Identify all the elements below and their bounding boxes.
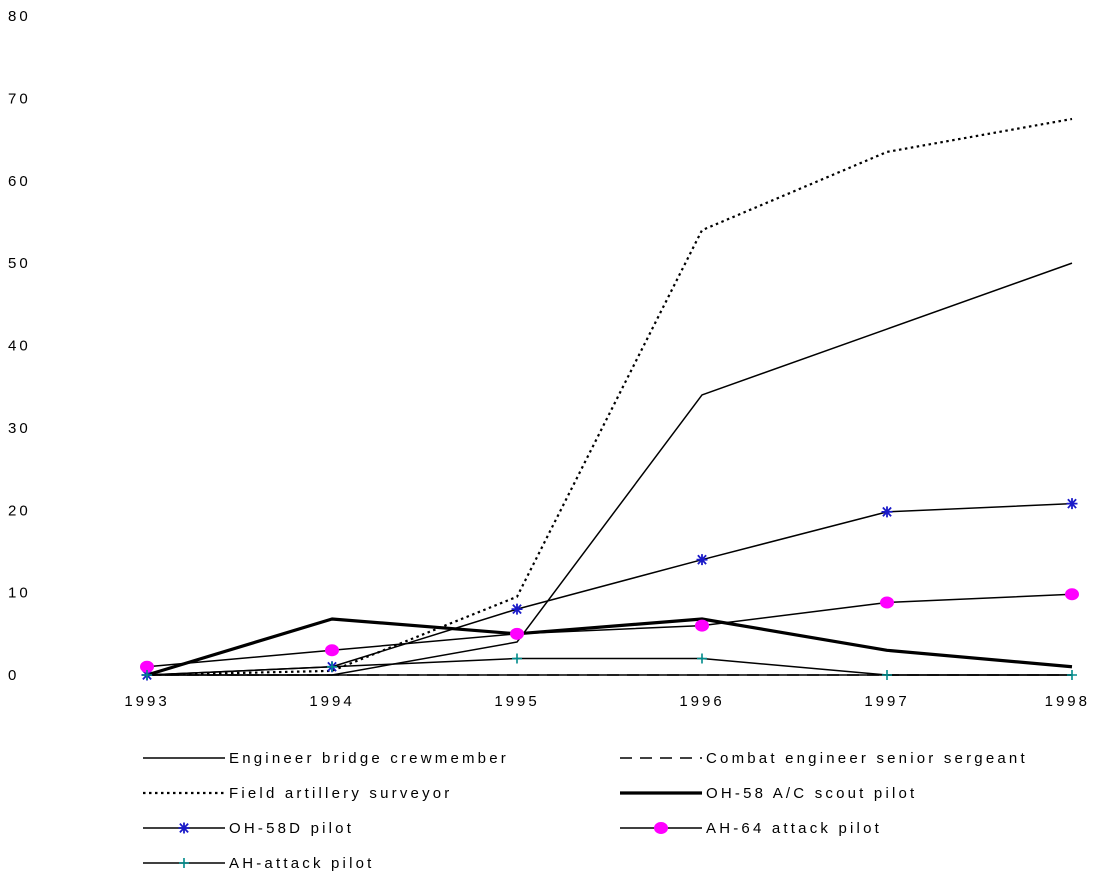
data-point-marker	[880, 596, 894, 609]
legend-label: Engineer bridge crewmember	[229, 750, 509, 767]
series-line	[146, 502, 1073, 676]
y-tick-label: 30	[8, 420, 31, 437]
x-tick-label: 1998	[1045, 693, 1090, 710]
legend-label: OH-58D pilot	[229, 820, 354, 837]
legend-item: Field artillery surveyor	[143, 785, 453, 802]
x-tick-label: 1997	[864, 693, 909, 710]
data-point-marker	[881, 506, 893, 518]
legend-label: AH-64 attack pilot	[706, 820, 882, 837]
y-tick-label: 20	[8, 502, 31, 519]
y-tick-label: 10	[8, 585, 31, 602]
legend-label: Combat engineer senior sergeant	[706, 750, 1028, 767]
legend: Engineer bridge crewmember Combat enginee…	[143, 750, 1028, 871]
legend-marker	[178, 822, 190, 834]
series-ah-64-attack-pilot	[140, 588, 1079, 673]
series-line	[146, 593, 1073, 668]
data-point-marker	[882, 670, 892, 680]
legend-item: AH-64 attack pilot	[620, 820, 882, 837]
y-tick-label: 50	[8, 255, 31, 272]
series-line	[147, 262, 1073, 676]
y-tick-label: 70	[8, 90, 31, 107]
series-field-artillery-surveyor	[146, 117, 1073, 677]
x-tick-label: 1994	[309, 693, 354, 710]
y-tick-label: 80	[8, 8, 31, 25]
data-point-marker	[1067, 670, 1077, 680]
series-ah-attack-pilot	[142, 653, 1077, 680]
data-point-marker	[325, 644, 339, 657]
y-tick-label: 60	[8, 173, 31, 190]
data-point-marker	[1066, 498, 1078, 510]
legend-marker	[654, 822, 668, 834]
legend-item: OH-58 A/C scout pilot	[620, 785, 917, 802]
data-point-marker	[512, 653, 522, 664]
legend-label: OH-58 A/C scout pilot	[706, 785, 917, 802]
x-tick-label: 1996	[679, 693, 724, 710]
y-axis-tick-labels: 0 10 20 30 40 50 60 70 80	[8, 8, 31, 684]
series-line	[146, 117, 1073, 677]
legend-item: Engineer bridge crewmember	[143, 750, 509, 767]
legend-label: AH-attack pilot	[229, 855, 375, 871]
data-point-marker	[511, 603, 523, 615]
series-engineer-bridge-crewmember	[147, 262, 1073, 676]
y-tick-label: 40	[8, 338, 31, 355]
data-point-marker	[142, 670, 152, 680]
series-line	[146, 657, 1072, 676]
y-tick-label: 0	[8, 667, 19, 684]
series-group	[140, 117, 1079, 681]
series-line	[146, 617, 1073, 677]
series-oh-58-a-c-scout-pilot	[146, 617, 1073, 677]
legend-item: OH-58D pilot	[143, 820, 354, 837]
x-axis-tick-labels: 1993 1994 1995 1996 1997 1998	[124, 693, 1090, 710]
data-point-marker	[327, 661, 337, 672]
legend-item: AH-attack pilot	[143, 855, 375, 871]
data-point-marker	[697, 653, 707, 664]
x-tick-label: 1993	[124, 693, 169, 710]
data-point-marker	[696, 554, 708, 566]
legend-item: Combat engineer senior sergeant	[620, 750, 1028, 767]
legend-label: Field artillery surveyor	[229, 785, 453, 802]
data-point-marker	[695, 619, 709, 632]
data-point-marker	[1065, 588, 1079, 601]
data-point-marker	[510, 627, 524, 640]
x-tick-label: 1995	[494, 693, 539, 710]
legend-marker	[179, 858, 189, 868]
